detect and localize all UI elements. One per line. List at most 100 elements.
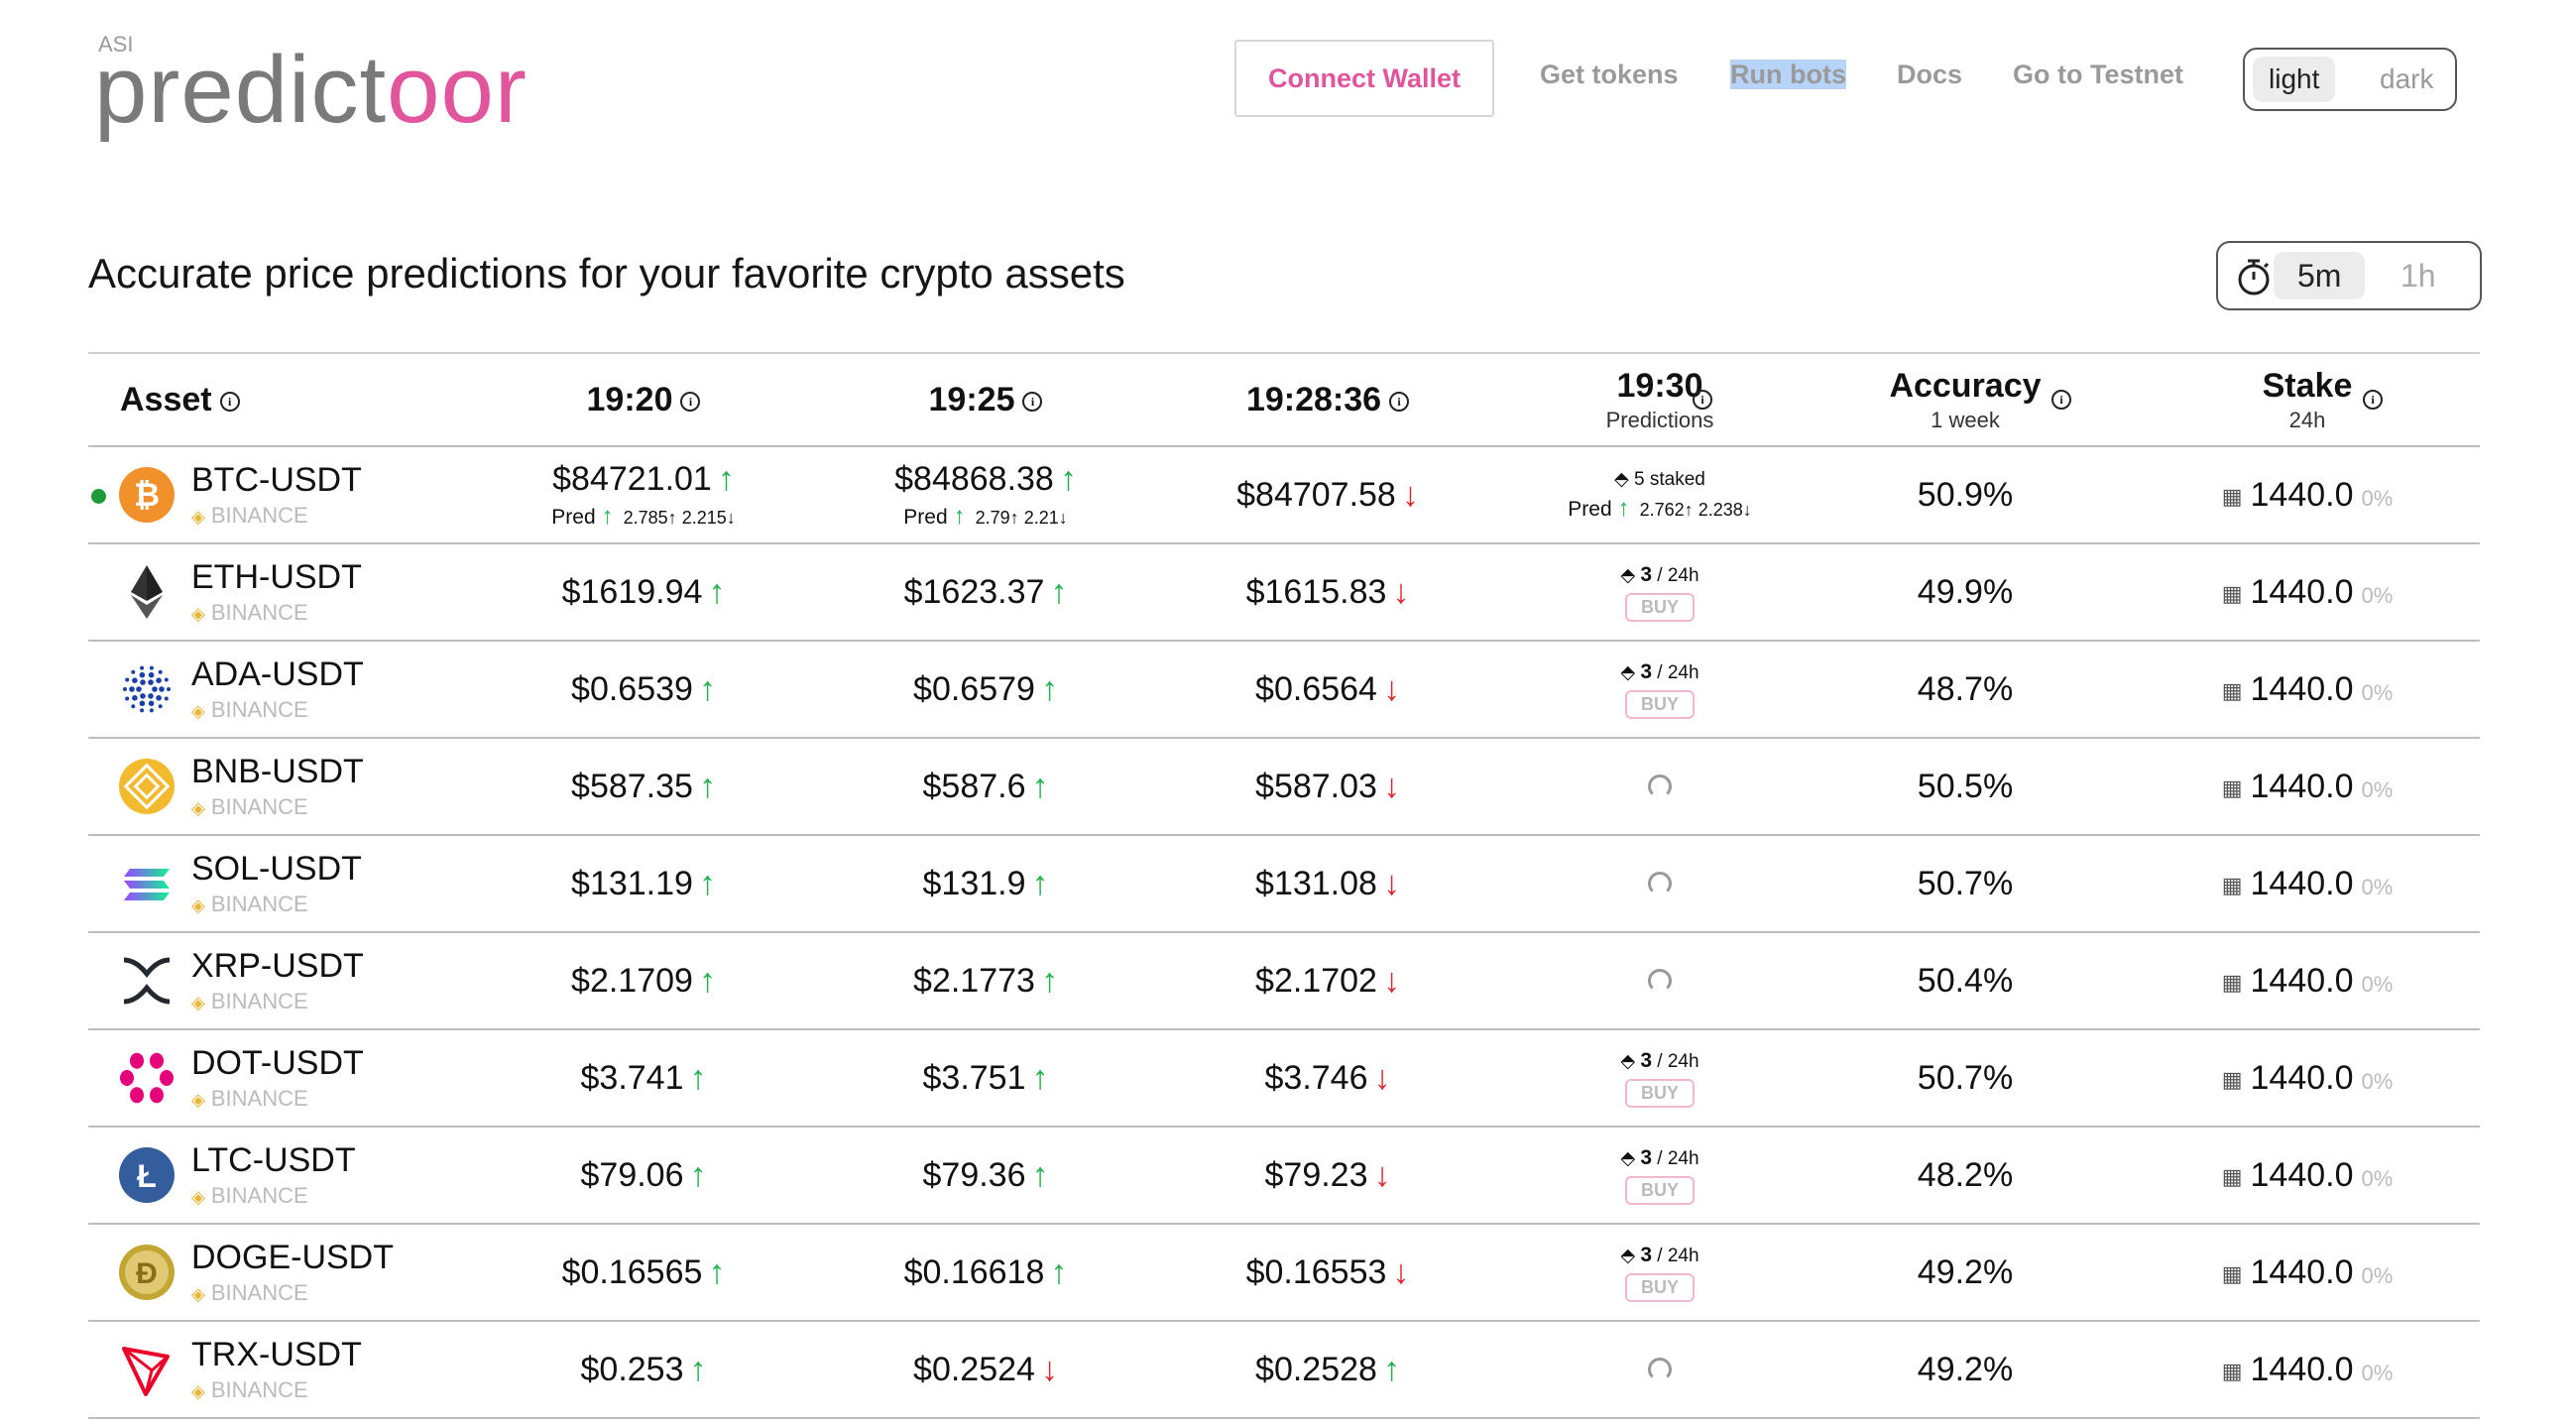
timeframe-5m-option[interactable]: 5m xyxy=(2274,252,2366,299)
stake-percent: 0% xyxy=(2361,679,2394,705)
col-next-label: 19:30 xyxy=(1616,366,1703,405)
stake-cell: ▦ 1440.0 0% xyxy=(2149,1030,2466,1126)
table-row[interactable]: ETH-USDT ◈ BINANCE $1619.94 ↑ $1623.37 ↑ $1615.… xyxy=(88,544,2480,642)
theme-light-option[interactable]: light xyxy=(2253,57,2336,102)
subscription-price: ⬘ 3 / 24h xyxy=(1620,562,1699,586)
info-icon[interactable]: i xyxy=(219,391,240,412)
nav-run-bots-label: Run bots xyxy=(1730,59,1846,89)
col-live-label: 19:28:36 xyxy=(1245,380,1382,418)
connect-wallet-button[interactable]: Connect Wallet xyxy=(1234,40,1494,117)
dot-icon xyxy=(120,1052,174,1104)
live-indicator-icon xyxy=(91,489,106,504)
table-row[interactable]: TRX-USDT ◈ BINANCE $0.253 ↑ $0.2524 ↓ $0.2528 ↑ 4… xyxy=(88,1322,2480,1419)
up-arrow-icon: ↑ xyxy=(698,961,716,1000)
price-value: $3.746 ↓ xyxy=(1265,1059,1391,1098)
price-text: $0.2524 xyxy=(913,1350,1035,1388)
info-icon[interactable]: i xyxy=(2363,390,2383,410)
table-row[interactable]: BNB-USDT ◈ BINANCE $587.35 ↑ $587.6 ↑ $587.03 ↓ 5… xyxy=(88,739,2480,836)
buy-button[interactable]: BUY xyxy=(1624,592,1695,622)
price-cell: $587.35 ↑ xyxy=(485,739,802,834)
accuracy-cell: 50.7% xyxy=(1807,1030,2124,1126)
table-row[interactable]: Ð DOGE-USDT ◈ BINANCE $0.16565 ↑ $0.16618 ↑ $0.1… xyxy=(88,1225,2480,1322)
table-row[interactable]: SOL-USDT ◈ BINANCE $131.19 ↑ $131.9 ↑ $131.08 ↓ 5… xyxy=(88,836,2480,933)
price-text: $0.6564 xyxy=(1255,669,1377,708)
binance-icon: ◈ xyxy=(191,1381,205,1401)
loading-spinner-icon xyxy=(1648,872,1672,895)
up-arrow-icon: ↑ xyxy=(698,864,716,902)
stake-value: ▦ 1440.0 0% xyxy=(2222,1253,2394,1292)
col-t2: 19:25 i xyxy=(827,354,1144,445)
next-prediction-cell: ⬘ 3 / 24h BUY xyxy=(1501,1128,1818,1223)
buy-button[interactable]: BUY xyxy=(1624,1078,1695,1108)
nav-go-to-testnet[interactable]: Go to Testnet xyxy=(2013,59,2183,89)
buy-button[interactable]: BUY xyxy=(1624,1175,1695,1205)
stake-amount: 1440.0 xyxy=(2250,475,2354,514)
col-next: 19:30 Predictions xyxy=(1501,354,1818,445)
price-value: $84868.38 ↑ xyxy=(894,460,1077,499)
price-text: $1615.83 xyxy=(1245,572,1387,611)
nav-run-bots[interactable]: Run bots xyxy=(1730,59,1846,90)
price-cell: $0.6539 ↑ xyxy=(485,642,802,737)
table-row[interactable]: ADA-USDT ◈ BINANCE $0.6539 ↑ $0.6579 ↑ $0.6564 ↓… xyxy=(88,642,2480,739)
pred-up-stake: 2.79 xyxy=(975,507,1010,528)
down-arrow-icon: ↓ xyxy=(1392,572,1410,611)
info-icon[interactable]: i xyxy=(1693,390,1712,410)
price-value: $587.03 ↓ xyxy=(1255,768,1400,806)
subscription-amount: 3 xyxy=(1640,1145,1653,1169)
price-text: $0.253 xyxy=(580,1350,684,1388)
price-text: $3.741 xyxy=(580,1058,684,1097)
stake-value: ▦ 1440.0 0% xyxy=(2222,1059,2394,1098)
stake-cell: ▦ 1440.0 0% xyxy=(2149,1225,2466,1320)
price-text: $587.6 xyxy=(922,767,1026,805)
buy-button[interactable]: BUY xyxy=(1624,689,1695,719)
price-value: $79.23 ↓ xyxy=(1265,1156,1391,1195)
up-arrow-icon: ↑ xyxy=(1031,1155,1049,1194)
info-icon[interactable]: i xyxy=(680,391,701,412)
stake-value: ▦ 1440.0 0% xyxy=(2222,1156,2394,1195)
sol-icon xyxy=(124,869,170,900)
price-value: $84721.01 ↑ xyxy=(552,460,735,499)
price-cell: $2.1702 ↓ xyxy=(1169,933,1486,1028)
subscription-period: / 24h xyxy=(1657,564,1699,586)
timeframe-1h-option[interactable]: 1h xyxy=(2400,258,2436,294)
table-row[interactable]: ₿ BTC-USDT ◈ BINANCE $84721.01 ↑ Pred ↑ 2.785↑ 2… xyxy=(88,447,2480,544)
info-icon[interactable]: i xyxy=(1389,391,1410,412)
staked-label: staked xyxy=(1649,468,1705,490)
stake-value: ▦ 1440.0 0% xyxy=(2222,573,2394,612)
staked-number: 5 xyxy=(1634,468,1645,490)
stake-cell: ▦ 1440.0 0% xyxy=(2149,544,2466,640)
table-row[interactable]: Ł LTC-USDT ◈ BINANCE $79.06 ↑ $79.36 ↑ $79.23 ↓ ⬘ … xyxy=(88,1128,2480,1225)
price-text: $131.19 xyxy=(571,864,693,902)
accuracy-value: 50.7% xyxy=(1917,864,2014,902)
stake-cell: ▦ 1440.0 0% xyxy=(2149,1128,2466,1223)
buy-button[interactable]: BUY xyxy=(1624,1272,1695,1302)
price-cell: $587.6 ↑ xyxy=(827,739,1144,834)
asset-pair: ETH-USDT xyxy=(191,558,362,596)
logo-prefix: ASI xyxy=(98,32,134,57)
asset-pair: BNB-USDT xyxy=(191,753,364,790)
btc-icon: ₿ xyxy=(119,467,175,523)
token-icon: ▦ xyxy=(2221,677,2243,703)
theme-dark-option[interactable]: dark xyxy=(2380,63,2434,94)
theme-toggle[interactable]: light dark xyxy=(2243,48,2457,111)
token-icon: ▦ xyxy=(2221,1163,2243,1189)
col-stake-label: Stake xyxy=(2262,366,2353,405)
price-cell: $587.03 ↓ xyxy=(1169,739,1486,834)
next-prediction-cell: ⬘ 5 staked Pred ↑ 2.762↑ 2.238↓ xyxy=(1501,447,1818,542)
info-icon[interactable]: i xyxy=(1022,391,1043,412)
up-arrow-icon: ↑ xyxy=(1031,864,1049,902)
timeframe-toggle[interactable]: 5m 1h xyxy=(2216,241,2482,310)
info-icon[interactable]: i xyxy=(2051,390,2071,410)
table-row[interactable]: DOT-USDT ◈ BINANCE $3.741 ↑ $3.751 ↑ $3.746 ↓ ⬘ 3… xyxy=(88,1030,2480,1128)
nav-get-tokens[interactable]: Get tokens xyxy=(1540,59,1679,89)
stake-amount: 1440.0 xyxy=(2250,1058,2354,1097)
price-value: $1615.83 ↓ xyxy=(1246,573,1410,612)
table-row[interactable]: XRP-USDT ◈ BINANCE $2.1709 ↑ $2.1773 ↑ $2.1702 ↓… xyxy=(88,933,2480,1030)
exchange-label: ◈ BINANCE xyxy=(191,794,308,820)
accuracy-value: 50.4% xyxy=(1917,961,2014,1000)
price-value: $2.1702 ↓ xyxy=(1255,962,1400,1001)
col-t1-label: 19:20 xyxy=(586,380,673,418)
nav-docs[interactable]: Docs xyxy=(1897,59,1963,89)
stake-amount: 1440.0 xyxy=(2250,1350,2354,1388)
asset-pair: SOL-USDT xyxy=(191,850,362,888)
